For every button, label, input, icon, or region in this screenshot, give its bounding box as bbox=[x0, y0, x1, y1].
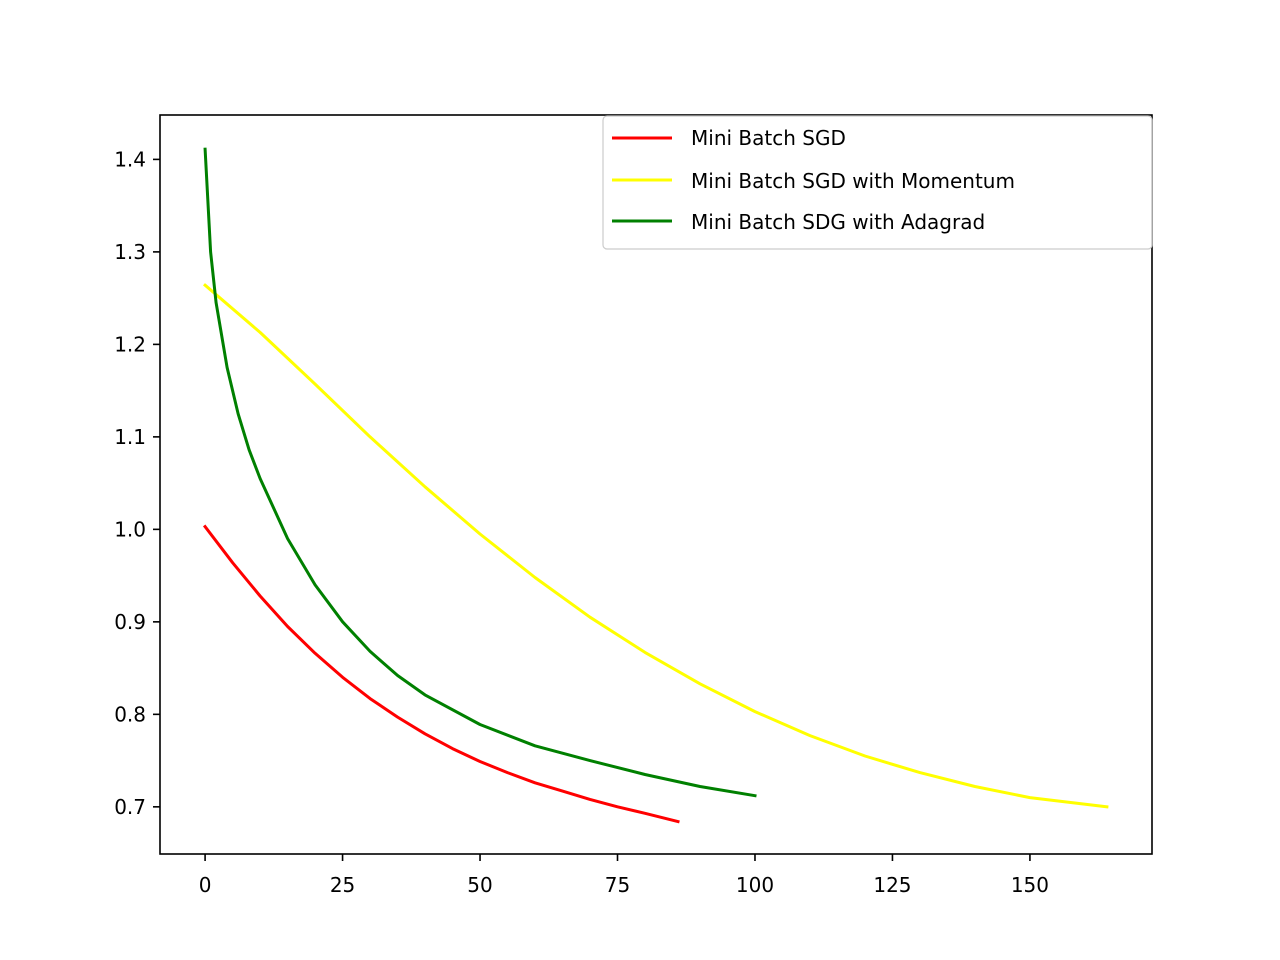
legend-label-mini-batch-sgd: Mini Batch SGD bbox=[691, 126, 846, 150]
y-tick-label: 0.8 bbox=[114, 702, 146, 726]
y-tick-label: 1.4 bbox=[114, 147, 146, 171]
series-line-mini-batch-sdg-with-adagrad bbox=[203, 147, 757, 798]
y-tick-label: 1.1 bbox=[114, 425, 146, 449]
y-tick-label: 0.9 bbox=[114, 610, 146, 634]
plot-lines bbox=[202, 147, 1109, 824]
y-tick-label: 1.0 bbox=[114, 517, 146, 541]
y-axis: 0.7 0.8 0.9 1.0 1.1 1.2 1.3 1.4 bbox=[114, 147, 160, 819]
y-tick-label: 1.3 bbox=[114, 240, 146, 264]
plot-frame bbox=[159, 114, 1153, 855]
x-tick-label: 0 bbox=[199, 873, 212, 897]
legend-label-mini-batch-sdg-with-adagrad: Mini Batch SDG with Adagrad bbox=[691, 210, 985, 234]
series-line-mini-batch-sgd-with-momentum bbox=[202, 283, 1109, 809]
legend-box bbox=[602, 115, 1153, 250]
y-tick-label: 0.7 bbox=[114, 795, 146, 819]
x-tick-label: 50 bbox=[467, 873, 492, 897]
x-tick-label: 125 bbox=[873, 873, 911, 897]
y-tick-label: 1.2 bbox=[114, 332, 146, 356]
x-tick-label: 100 bbox=[736, 873, 774, 897]
series-line-mini-batch-sgd bbox=[202, 524, 680, 824]
x-tick-label: 150 bbox=[1011, 873, 1049, 897]
legend-label-mini-batch-sgd-with-momentum: Mini Batch SGD with Momentum bbox=[691, 169, 1015, 193]
legend: Mini Batch SGD Mini Batch SGD with Momen… bbox=[602, 115, 1153, 250]
x-tick-label: 25 bbox=[330, 873, 355, 897]
x-axis: 0 25 50 75 100 125 150 bbox=[199, 854, 1049, 897]
x-tick-label: 75 bbox=[605, 873, 630, 897]
